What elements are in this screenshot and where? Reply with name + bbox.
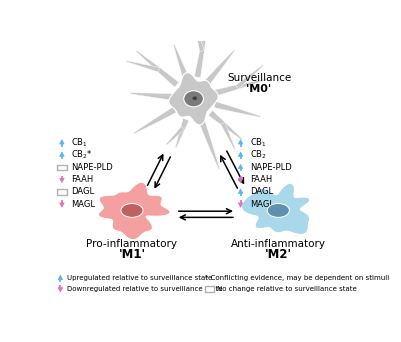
- Polygon shape: [194, 19, 208, 78]
- Text: * Conflicting evidence, may be dependent on stimuli: * Conflicting evidence, may be dependent…: [205, 275, 389, 281]
- Polygon shape: [238, 165, 243, 169]
- Polygon shape: [209, 110, 243, 140]
- Polygon shape: [242, 183, 310, 234]
- Polygon shape: [169, 73, 218, 125]
- Polygon shape: [58, 275, 63, 279]
- Polygon shape: [238, 140, 243, 144]
- Text: CB$_1$: CB$_1$: [250, 136, 267, 149]
- Text: Anti-inflammatory: Anti-inflammatory: [231, 239, 326, 249]
- Polygon shape: [60, 140, 64, 144]
- Text: FAAH: FAAH: [250, 175, 272, 184]
- Text: Pro-inflammatory: Pro-inflammatory: [87, 239, 178, 249]
- Text: MAGL: MAGL: [250, 200, 274, 209]
- Ellipse shape: [267, 203, 290, 218]
- Polygon shape: [236, 65, 263, 89]
- Text: Upregulated relative to surveillance state: Upregulated relative to surveillance sta…: [67, 275, 213, 281]
- Polygon shape: [198, 118, 220, 170]
- Text: MAGL: MAGL: [71, 200, 95, 209]
- Text: CB$_1$: CB$_1$: [71, 136, 88, 149]
- Polygon shape: [60, 178, 64, 183]
- Ellipse shape: [184, 91, 203, 107]
- Polygon shape: [60, 152, 64, 156]
- Polygon shape: [98, 182, 170, 240]
- Ellipse shape: [121, 203, 143, 218]
- Polygon shape: [192, 16, 204, 52]
- Polygon shape: [175, 118, 189, 148]
- Polygon shape: [205, 50, 235, 84]
- Polygon shape: [58, 288, 63, 292]
- Text: DAGL: DAGL: [71, 187, 94, 196]
- Text: 'M2': 'M2': [265, 248, 292, 261]
- Polygon shape: [238, 178, 243, 183]
- Text: CB$_2$*: CB$_2$*: [71, 149, 93, 161]
- Polygon shape: [221, 122, 235, 149]
- Polygon shape: [133, 107, 176, 134]
- Polygon shape: [130, 93, 172, 100]
- Text: 'M1': 'M1': [118, 248, 146, 261]
- Polygon shape: [60, 203, 64, 207]
- Polygon shape: [238, 203, 243, 207]
- Polygon shape: [214, 101, 261, 117]
- Ellipse shape: [192, 96, 197, 100]
- Polygon shape: [214, 79, 266, 96]
- Text: Surveillance: Surveillance: [227, 73, 291, 83]
- Text: DAGL: DAGL: [250, 187, 273, 196]
- Bar: [205, 286, 215, 292]
- Bar: [57, 165, 67, 170]
- Text: NAPE-PLD: NAPE-PLD: [250, 163, 292, 172]
- Polygon shape: [238, 189, 243, 193]
- Polygon shape: [166, 127, 184, 145]
- Bar: [57, 189, 67, 195]
- Text: Downregulated relative to surveillance state: Downregulated relative to surveillance s…: [67, 286, 223, 292]
- Polygon shape: [238, 152, 243, 156]
- Text: FAAH: FAAH: [71, 175, 93, 184]
- Polygon shape: [136, 50, 179, 87]
- Text: NAPE-PLD: NAPE-PLD: [71, 163, 113, 172]
- Polygon shape: [126, 61, 160, 72]
- Text: 'M0': 'M0': [247, 84, 271, 94]
- Text: CB$_2$: CB$_2$: [250, 149, 267, 161]
- Polygon shape: [173, 44, 189, 79]
- Text: No change relative to surveillance state: No change relative to surveillance state: [217, 286, 357, 292]
